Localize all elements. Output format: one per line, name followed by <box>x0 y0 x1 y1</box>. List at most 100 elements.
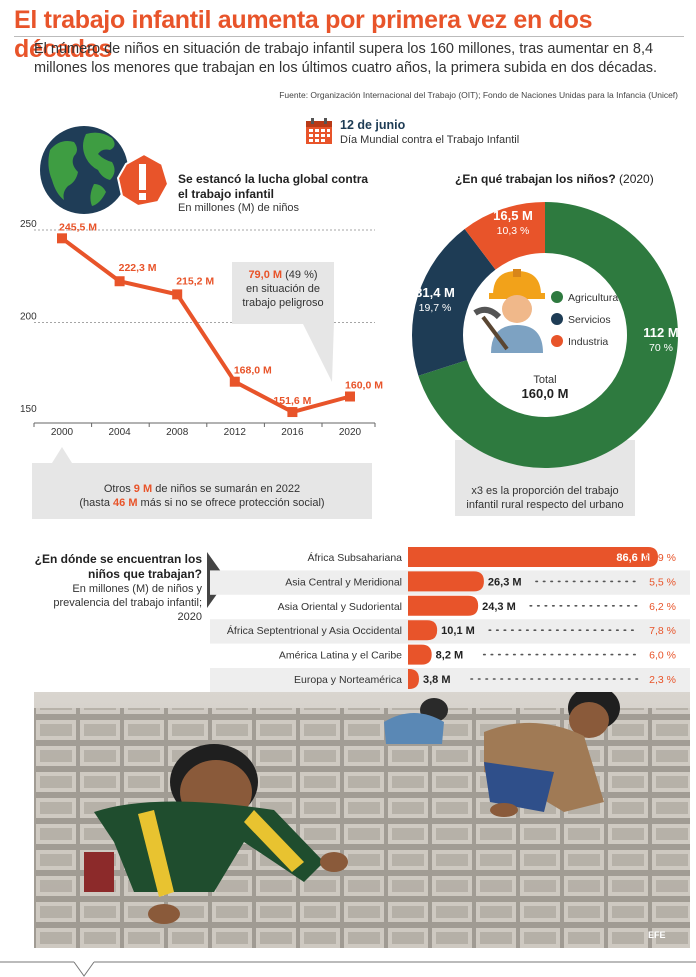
page-title: El trabajo infantil aumenta por primera … <box>14 6 593 63</box>
bar-value-label: 86,6 M <box>616 552 650 564</box>
x-tick-label: 2016 <box>281 427 304 438</box>
donut-total-label: Total <box>533 374 556 386</box>
bar-prevalence-label: 5,5 % <box>649 576 676 588</box>
donut-total-value: 160,0 M <box>522 386 569 401</box>
warning-icon <box>116 152 170 208</box>
child-worker-icon <box>473 269 545 353</box>
donut-value-label: 112 M <box>643 325 678 340</box>
legend-swatch <box>551 313 563 325</box>
hazard-text-1: en situación de <box>246 283 320 295</box>
title-divider <box>14 36 684 37</box>
y-tick-label: 150 <box>20 404 37 415</box>
bar-value-label: 8,2 M <box>436 650 464 662</box>
line-note: Otros 9 M de niños se sumarán en 2022 (h… <box>32 482 372 510</box>
bar-value-label: 10,1 M <box>441 625 475 637</box>
child-middle <box>384 698 448 744</box>
date-description: Día Mundial contra el Trabajo Infantil <box>340 134 520 146</box>
donut-title-year: (2020) <box>619 172 654 186</box>
y-tick-label: 250 <box>20 220 37 230</box>
bar-row-band <box>210 619 690 644</box>
bar-chart-subtitle: En millones (M) de niños y prevalencia d… <box>53 583 202 623</box>
donut-title: ¿En qué trabajan los niños? (2020) <box>455 172 654 187</box>
line-marker <box>57 233 67 244</box>
bar <box>408 644 432 665</box>
note-text-post-2: más si no se ofrece protección social) <box>137 497 325 509</box>
x-tick-label: 2012 <box>224 427 247 438</box>
callout-pointer <box>302 322 334 382</box>
line-marker <box>287 407 298 418</box>
bar-value-label: 26,3 M <box>488 576 522 588</box>
bar <box>408 620 438 641</box>
bar <box>408 571 484 592</box>
bar-chart: África Subsahariana 86,6 M23,9 % Asia Cent… <box>210 547 690 692</box>
globe-icon <box>40 126 128 214</box>
line-marker <box>114 276 125 287</box>
source-note: Fuente: Organización Internacional del T… <box>279 90 678 100</box>
bar-prevalence-label: 7,8 % <box>649 625 676 637</box>
note-value-2: 46 M <box>113 497 138 509</box>
bar-category-label: África Subsahariana <box>307 551 402 564</box>
bar-category-label: Asia Oriental y Sudoriental <box>278 601 402 613</box>
line-data-label: 168,0 M <box>234 365 272 377</box>
photo-credit: EFE <box>648 930 666 940</box>
bar-value-label: 3,8 M <box>423 674 451 686</box>
line-data-label: 245,5 M <box>59 221 97 233</box>
bar-prevalence-label: 6,2 % <box>649 601 676 613</box>
child-right <box>484 692 620 817</box>
lead-paragraph: El número de niños en situación de traba… <box>34 41 658 76</box>
line-chart-subtitle: En millones (M) de niños <box>178 202 300 214</box>
donut-value-label: 31,4 M <box>415 285 455 300</box>
line-marker <box>345 391 355 402</box>
donut-slice-agricultura <box>418 202 678 468</box>
bar <box>408 595 479 616</box>
bar-row-band <box>210 668 690 692</box>
line-data-label: 222,3 M <box>119 262 157 274</box>
x-tick-label: 2004 <box>108 427 131 438</box>
line-data-label: 160,0 M <box>345 380 383 392</box>
globe-warning-illustration <box>40 126 170 214</box>
y-tick-label: 200 <box>20 312 37 323</box>
legend-label: Agricultura <box>568 292 618 304</box>
bar-category-label: África Septentrional y Asia Occidental <box>227 624 402 637</box>
bar-category-label: Asia Central y Meridional <box>285 576 402 588</box>
donut-slice-servicios <box>412 228 496 376</box>
hazard-value: 79,0 M <box>248 269 283 281</box>
bar-category-label: Europa y Norteamérica <box>294 674 402 686</box>
date-label: 12 de junio <box>340 118 406 132</box>
line-series <box>60 236 351 415</box>
line-marker <box>229 376 240 387</box>
bar-category-label: América Latina y el Caribe <box>279 650 402 662</box>
donut-slice-industria <box>464 202 545 270</box>
x-tick-label: 2008 <box>166 427 189 438</box>
line-data-label: 151,6 M <box>273 395 311 407</box>
child-left <box>84 744 348 924</box>
brick-field-photo <box>34 692 690 948</box>
line-chart-title: Se estancó la lucha global contra el tra… <box>178 172 369 201</box>
x-tick-label: 2000 <box>51 427 74 438</box>
legend-label: Servicios <box>568 314 611 326</box>
line-marker <box>172 289 183 300</box>
note-text-pre: Otros <box>103 483 134 495</box>
hazard-pct: (49 %) <box>285 269 318 281</box>
note-text-pre-2: (hasta <box>79 497 114 509</box>
donut-pct-label: 70 % <box>649 342 673 354</box>
donut-note: x3 es la proporción del trabajo infantil… <box>466 485 624 511</box>
bar-value-label: 24,3 M <box>482 601 516 613</box>
donut-value-label: 16,5 M <box>493 208 533 223</box>
x-tick-label: 2020 <box>339 427 362 438</box>
legend-label: Industria <box>568 336 608 348</box>
donut-title-text: ¿En qué trabajan los niños? <box>455 172 616 186</box>
bar <box>408 669 419 689</box>
line-data-label: 215,2 M <box>176 275 214 287</box>
calendar-icon <box>306 118 332 144</box>
bar-prevalence-label: 6,0 % <box>649 650 676 662</box>
note-text-mid: de niños se sumarán en 2022 <box>152 483 301 495</box>
bar-prevalence-label: 2,3 % <box>649 674 676 686</box>
donut-pct-label: 19,7 % <box>419 302 452 314</box>
legend-swatch <box>551 291 563 303</box>
bar <box>408 547 658 567</box>
bottom-frame <box>0 961 696 977</box>
donut-chart: 112 M 70 % 31,4 M 19,7 % 16,5 M 10,3 % Agricul… <box>412 202 679 468</box>
bar-prevalence-label: 23,9 % <box>643 552 676 564</box>
note-value-1: 9 M <box>133 483 153 495</box>
